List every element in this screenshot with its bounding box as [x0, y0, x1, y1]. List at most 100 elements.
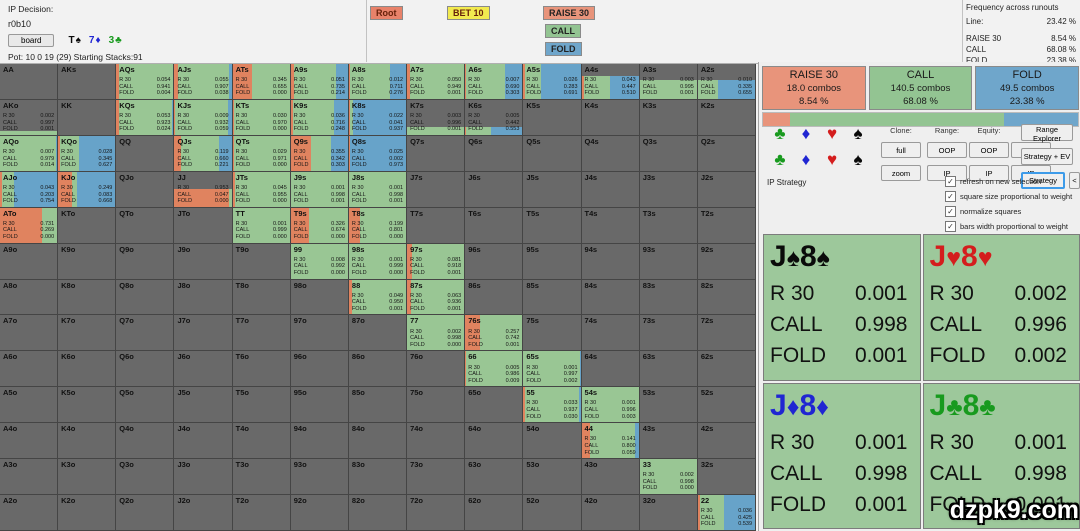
grid-cell-95o[interactable]: 95o — [290, 387, 349, 424]
grid-cell-99[interactable]: 99 R 30 0.008 CALL 0.992 FOLD 0.000 — [290, 243, 349, 280]
grid-cell-88[interactable]: 88 R 30 0.049 CALL 0.950 FOLD 0.001 — [348, 279, 408, 316]
grid-cell-T9s[interactable]: T9s R 30 0.326 CALL 0.674 FOLD 0.000 — [290, 207, 349, 244]
grid-cell-85s[interactable]: 85s — [523, 279, 582, 316]
grid-cell-A6o[interactable]: A6o — [0, 351, 59, 388]
grid-cell-73s[interactable]: 73s — [639, 315, 698, 352]
grid-cell-K3s[interactable]: K3s — [639, 99, 698, 136]
grid-cell-76s[interactable]: 76s R 30 0.257 CALL 0.742 FOLD 0.001 — [465, 315, 524, 352]
grid-cell-KQs[interactable]: KQs R 30 0.053 CALL 0.923 FOLD 0.024 — [116, 99, 175, 136]
grid-cell-94o[interactable]: 94o — [290, 423, 349, 460]
grid-cell-63s[interactable]: 63s — [639, 351, 698, 388]
grid-cell-J4o[interactable]: J4o — [174, 423, 233, 460]
grid-cell-T5s[interactable]: T5s — [523, 207, 582, 244]
checkbox-box[interactable]: ✓ — [945, 221, 956, 232]
grid-cell-A8s[interactable]: A8s R 30 0.012 CALL 0.711 FOLD 0.276 — [348, 64, 408, 100]
grid-cell-A4s[interactable]: A4s R 30 0.043 CALL 0.447 FOLD 0.510 — [581, 64, 640, 100]
grid-cell-74s[interactable]: 74s — [581, 315, 640, 352]
grid-cell-Q3s[interactable]: Q3s — [639, 135, 698, 172]
grid-cell-T8o[interactable]: T8o — [232, 279, 291, 316]
grid-cell-T8s[interactable]: T8s R 30 0.199 CALL 0.801 FOLD 0.000 — [348, 207, 408, 244]
suit-diamond-button-1[interactable]: ♦ — [801, 124, 811, 143]
grid-cell-QJs[interactable]: QJs R 30 0.119 CALL 0.660 FOLD 0.221 — [174, 135, 233, 172]
strategy-button[interactable]: Strategy — [1021, 172, 1065, 189]
grid-cell-53s[interactable]: 53s — [639, 387, 698, 424]
grid-cell-62o[interactable]: 62o — [465, 495, 524, 531]
grid-cell-64s[interactable]: 64s — [581, 351, 640, 388]
grid-cell-Q8s[interactable]: Q8s R 30 0.025 CALL 0.002 FOLD 0.973 — [348, 135, 408, 172]
grid-cell-AKo[interactable]: AKo R 30 0.002 CALL 0.997 FOLD 0.001 — [0, 99, 59, 136]
grid-cell-KTs[interactable]: KTs R 30 0.030 CALL 0.970 FOLD 0.000 — [232, 99, 291, 136]
grid-cell-98o[interactable]: 98o — [290, 279, 349, 316]
equity-ip-button[interactable]: IP — [969, 165, 1009, 181]
tree-node-bet10[interactable]: BET 10 — [447, 6, 490, 20]
grid-cell-62s[interactable]: 62s — [697, 351, 756, 388]
grid-cell-JJ[interactable]: JJ R 30 0.953 CALL 0.047 FOLD 0.000 — [174, 171, 233, 208]
grid-cell-JTs[interactable]: JTs R 30 0.045 CALL 0.955 FOLD 0.000 — [232, 171, 291, 208]
grid-cell-AQo[interactable]: AQo R 30 0.007 CALL 0.979 FOLD 0.014 — [0, 135, 59, 172]
grid-cell-87s[interactable]: 87s R 30 0.063 CALL 0.936 FOLD 0.001 — [407, 279, 466, 316]
grid-cell-72s[interactable]: 72s — [697, 315, 756, 352]
grid-cell-83o[interactable]: 83o — [348, 459, 408, 496]
grid-cell-KTo[interactable]: KTo — [58, 207, 117, 244]
grid-cell-Q6o[interactable]: Q6o — [116, 351, 175, 388]
grid-cell-QQ[interactable]: QQ — [116, 135, 175, 172]
grid-cell-ATo[interactable]: ATo R 30 0.731 CALL 0.269 FOLD 0.000 — [0, 207, 59, 244]
grid-cell-32o[interactable]: 32o — [639, 495, 698, 531]
grid-cell-44[interactable]: 44 R 30 0.141 CALL 0.800 FOLD 0.059 — [581, 423, 640, 460]
suit-spade-button-1[interactable]: ♠ — [853, 124, 863, 143]
grid-cell-42s[interactable]: 42s — [697, 423, 756, 460]
grid-cell-J4s[interactable]: J4s — [581, 171, 640, 208]
grid-cell-93s[interactable]: 93s — [639, 243, 698, 280]
grid-cell-Q9o[interactable]: Q9o — [116, 243, 175, 280]
grid-cell-Q5o[interactable]: Q5o — [116, 387, 175, 424]
grid-cell-T5o[interactable]: T5o — [232, 387, 291, 424]
grid-cell-Q8o[interactable]: Q8o — [116, 279, 175, 316]
checkbox-normalize-squares[interactable]: ✓ normalize squares — [945, 204, 1072, 219]
grid-cell-Q4s[interactable]: Q4s — [581, 135, 640, 172]
grid-cell-83s[interactable]: 83s — [639, 279, 698, 316]
grid-cell-A7o[interactable]: A7o — [0, 315, 59, 352]
grid-cell-22[interactable]: 22 R 30 0.036 CALL 0.425 FOLD 0.539 — [697, 495, 756, 531]
equity-oop-button[interactable]: OOP — [969, 142, 1009, 158]
grid-cell-QTo[interactable]: QTo — [116, 207, 175, 244]
grid-cell-AQs[interactable]: AQs R 30 0.054 CALL 0.941 FOLD 0.004 — [116, 64, 175, 100]
grid-cell-A4o[interactable]: A4o — [0, 423, 59, 460]
grid-cell-A3o[interactable]: A3o — [0, 459, 59, 496]
clone-zoom-button[interactable]: zoom — [881, 165, 921, 181]
grid-cell-96o[interactable]: 96o — [290, 351, 349, 388]
grid-cell-A3s[interactable]: A3s R 30 0.003 CALL 0.995 FOLD 0.001 — [639, 64, 698, 100]
grid-cell-K9s[interactable]: K9s R 30 0.036 CALL 0.716 FOLD 0.248 — [290, 99, 349, 136]
grid-cell-73o[interactable]: 73o — [407, 459, 466, 496]
grid-cell-A7s[interactable]: A7s R 30 0.050 CALL 0.949 FOLD 0.001 — [407, 64, 466, 100]
grid-cell-K2o[interactable]: K2o — [58, 495, 117, 531]
grid-cell-Q7s[interactable]: Q7s — [407, 135, 466, 172]
grid-cell-65o[interactable]: 65o — [465, 387, 524, 424]
grid-cell-92s[interactable]: 92s — [697, 243, 756, 280]
grid-cell-85o[interactable]: 85o — [348, 387, 408, 424]
grid-cell-43s[interactable]: 43s — [639, 423, 698, 460]
grid-cell-AA[interactable]: AA — [0, 64, 59, 100]
grid-cell-JTo[interactable]: JTo — [174, 207, 233, 244]
grid-cell-K6o[interactable]: K6o — [58, 351, 117, 388]
grid-cell-87o[interactable]: 87o — [348, 315, 408, 352]
grid-cell-J2s[interactable]: J2s — [697, 171, 756, 208]
grid-cell-AKs[interactable]: AKs — [58, 64, 117, 100]
grid-cell-54s[interactable]: 54s R 30 0.001 CALL 0.996 FOLD 0.003 — [581, 387, 640, 424]
grid-cell-97s[interactable]: 97s R 30 0.081 CALL 0.918 FOLD 0.001 — [407, 243, 466, 280]
grid-cell-A5s[interactable]: A5s R 30 0.026 CALL 0.283 FOLD 0.691 — [523, 64, 582, 100]
grid-cell-K8s[interactable]: K8s R 30 0.022 CALL 0.041 FOLD 0.937 — [348, 99, 408, 136]
grid-cell-Q4o[interactable]: Q4o — [116, 423, 175, 460]
grid-cell-86o[interactable]: 86o — [348, 351, 408, 388]
grid-cell-97o[interactable]: 97o — [290, 315, 349, 352]
grid-cell-J5s[interactable]: J5s — [523, 171, 582, 208]
range-oop-button[interactable]: OOP — [927, 142, 967, 158]
grid-cell-92o[interactable]: 92o — [290, 495, 349, 531]
grid-cell-65s[interactable]: 65s R 30 0.001 CALL 0.997 FOLD 0.002 — [523, 351, 582, 388]
grid-cell-KJo[interactable]: KJo R 30 0.249 CALL 0.083 FOLD 0.668 — [58, 171, 117, 208]
grid-cell-ATs[interactable]: ATs R 30 0.345 CALL 0.655 FOLD 0.000 — [232, 64, 291, 100]
grid-cell-94s[interactable]: 94s — [581, 243, 640, 280]
suit-diamond-button-2[interactable]: ♦ — [801, 150, 811, 169]
clone-full-button[interactable]: full — [881, 142, 921, 158]
grid-cell-K7o[interactable]: K7o — [58, 315, 117, 352]
grid-cell-KQo[interactable]: KQo R 30 0.028 CALL 0.345 FOLD 0.627 — [58, 135, 117, 172]
